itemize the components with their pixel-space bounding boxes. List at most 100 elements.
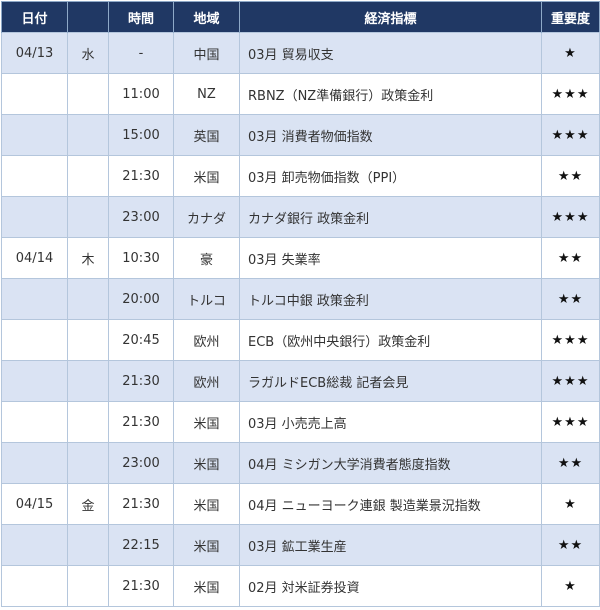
importance-cell: ★★ [541, 278, 600, 320]
time-cell: 21:30 [108, 155, 174, 197]
indicator-cell: 04月 ニューヨーク連銀 製造業景況指数 [239, 483, 542, 525]
indicator-cell: カナダ銀行 政策金利 [239, 196, 542, 238]
region-cell: 米国 [173, 565, 240, 607]
region-cell: 米国 [173, 155, 240, 197]
time-cell: 21:30 [108, 360, 174, 402]
region-cell: 米国 [173, 401, 240, 443]
indicator-cell: 03月 貿易収支 [239, 32, 542, 74]
indicator-cell: 02月 対米証券投資 [239, 565, 542, 607]
region-cell: トルコ [173, 278, 240, 320]
date-cell: 04/14 [1, 237, 68, 279]
table-row: 15:00 英国 03月 消費者物価指数 ★★★ [1, 114, 600, 156]
importance-cell: ★★★ [541, 196, 600, 238]
table-row: 23:00 カナダ カナダ銀行 政策金利 ★★★ [1, 196, 600, 238]
header-indicator: 経済指標 [239, 1, 542, 33]
importance-cell: ★★★ [541, 114, 600, 156]
indicator-cell: 03月 失業率 [239, 237, 542, 279]
region-cell: 英国 [173, 114, 240, 156]
header-date: 日付 [1, 1, 68, 33]
time-cell: 23:00 [108, 442, 174, 484]
header-importance: 重要度 [541, 1, 600, 33]
region-cell: NZ [173, 73, 240, 115]
header-day [67, 1, 109, 33]
day-cell [67, 155, 109, 197]
time-cell: 15:00 [108, 114, 174, 156]
date-cell [1, 278, 68, 320]
date-cell [1, 196, 68, 238]
date-cell [1, 401, 68, 443]
day-cell [67, 73, 109, 115]
day-cell: 金 [67, 483, 109, 525]
region-cell: 豪 [173, 237, 240, 279]
indicator-cell: 04月 ミシガン大学消費者態度指数 [239, 442, 542, 484]
time-cell: 11:00 [108, 73, 174, 115]
region-cell: 欧州 [173, 360, 240, 402]
indicator-cell: ラガルドECB総裁 記者会見 [239, 360, 542, 402]
date-cell: 04/13 [1, 32, 68, 74]
indicator-cell: RBNZ（NZ準備銀行）政策金利 [239, 73, 542, 115]
importance-cell: ★★ [541, 155, 600, 197]
time-cell: 21:30 [108, 565, 174, 607]
day-cell: 木 [67, 237, 109, 279]
day-cell: 水 [67, 32, 109, 74]
time-cell: 21:30 [108, 483, 174, 525]
time-cell: 23:00 [108, 196, 174, 238]
table-row: 20:45 欧州 ECB（欧州中央銀行）政策金利 ★★★ [1, 319, 600, 361]
importance-cell: ★★★ [541, 360, 600, 402]
region-cell: 米国 [173, 442, 240, 484]
time-cell: 20:00 [108, 278, 174, 320]
importance-cell: ★★ [541, 524, 600, 566]
day-cell [67, 196, 109, 238]
table-row: 22:15 米国 03月 鉱工業生産 ★★ [1, 524, 600, 566]
date-cell: 04/15 [1, 483, 68, 525]
time-cell: 10:30 [108, 237, 174, 279]
indicator-cell: 03月 鉱工業生産 [239, 524, 542, 566]
date-cell [1, 524, 68, 566]
region-cell: 中国 [173, 32, 240, 74]
day-cell [67, 114, 109, 156]
day-cell [67, 401, 109, 443]
indicator-cell: ECB（欧州中央銀行）政策金利 [239, 319, 542, 361]
region-cell: カナダ [173, 196, 240, 238]
date-cell [1, 319, 68, 361]
date-cell [1, 155, 68, 197]
day-cell [67, 319, 109, 361]
region-cell: 欧州 [173, 319, 240, 361]
table-row: 21:30 欧州 ラガルドECB総裁 記者会見 ★★★ [1, 360, 600, 402]
time-cell: - [108, 32, 174, 74]
importance-cell: ★ [541, 32, 600, 74]
date-cell [1, 114, 68, 156]
time-cell: 20:45 [108, 319, 174, 361]
day-cell [67, 278, 109, 320]
table-row: 20:00 トルコ トルコ中銀 政策金利 ★★ [1, 278, 600, 320]
day-cell [67, 524, 109, 566]
importance-cell: ★ [541, 565, 600, 607]
table-row: 23:00 米国 04月 ミシガン大学消費者態度指数 ★★ [1, 442, 600, 484]
indicator-cell: 03月 消費者物価指数 [239, 114, 542, 156]
table-row: 04/15 金 21:30 米国 04月 ニューヨーク連銀 製造業景況指数 ★ [1, 483, 600, 525]
importance-cell: ★★★ [541, 401, 600, 443]
header-row: 日付 時間 地域 経済指標 重要度 [1, 1, 600, 33]
region-cell: 米国 [173, 524, 240, 566]
region-cell: 米国 [173, 483, 240, 525]
table-row: 11:00 NZ RBNZ（NZ準備銀行）政策金利 ★★★ [1, 73, 600, 115]
day-cell [67, 565, 109, 607]
indicator-cell: 03月 卸売物価指数（PPI） [239, 155, 542, 197]
time-cell: 21:30 [108, 401, 174, 443]
header-region: 地域 [173, 1, 240, 33]
date-cell [1, 73, 68, 115]
indicator-cell: 03月 小売売上高 [239, 401, 542, 443]
indicator-cell: トルコ中銀 政策金利 [239, 278, 542, 320]
day-cell [67, 442, 109, 484]
importance-cell: ★★★ [541, 319, 600, 361]
table-row: 04/14 木 10:30 豪 03月 失業率 ★★ [1, 237, 600, 279]
table-row: 04/13 水 - 中国 03月 貿易収支 ★ [1, 32, 600, 74]
date-cell [1, 565, 68, 607]
importance-cell: ★★ [541, 442, 600, 484]
table-row: 21:30 米国 03月 小売売上高 ★★★ [1, 401, 600, 443]
table-row: 21:30 米国 03月 卸売物価指数（PPI） ★★ [1, 155, 600, 197]
date-cell [1, 360, 68, 402]
date-cell [1, 442, 68, 484]
time-cell: 22:15 [108, 524, 174, 566]
